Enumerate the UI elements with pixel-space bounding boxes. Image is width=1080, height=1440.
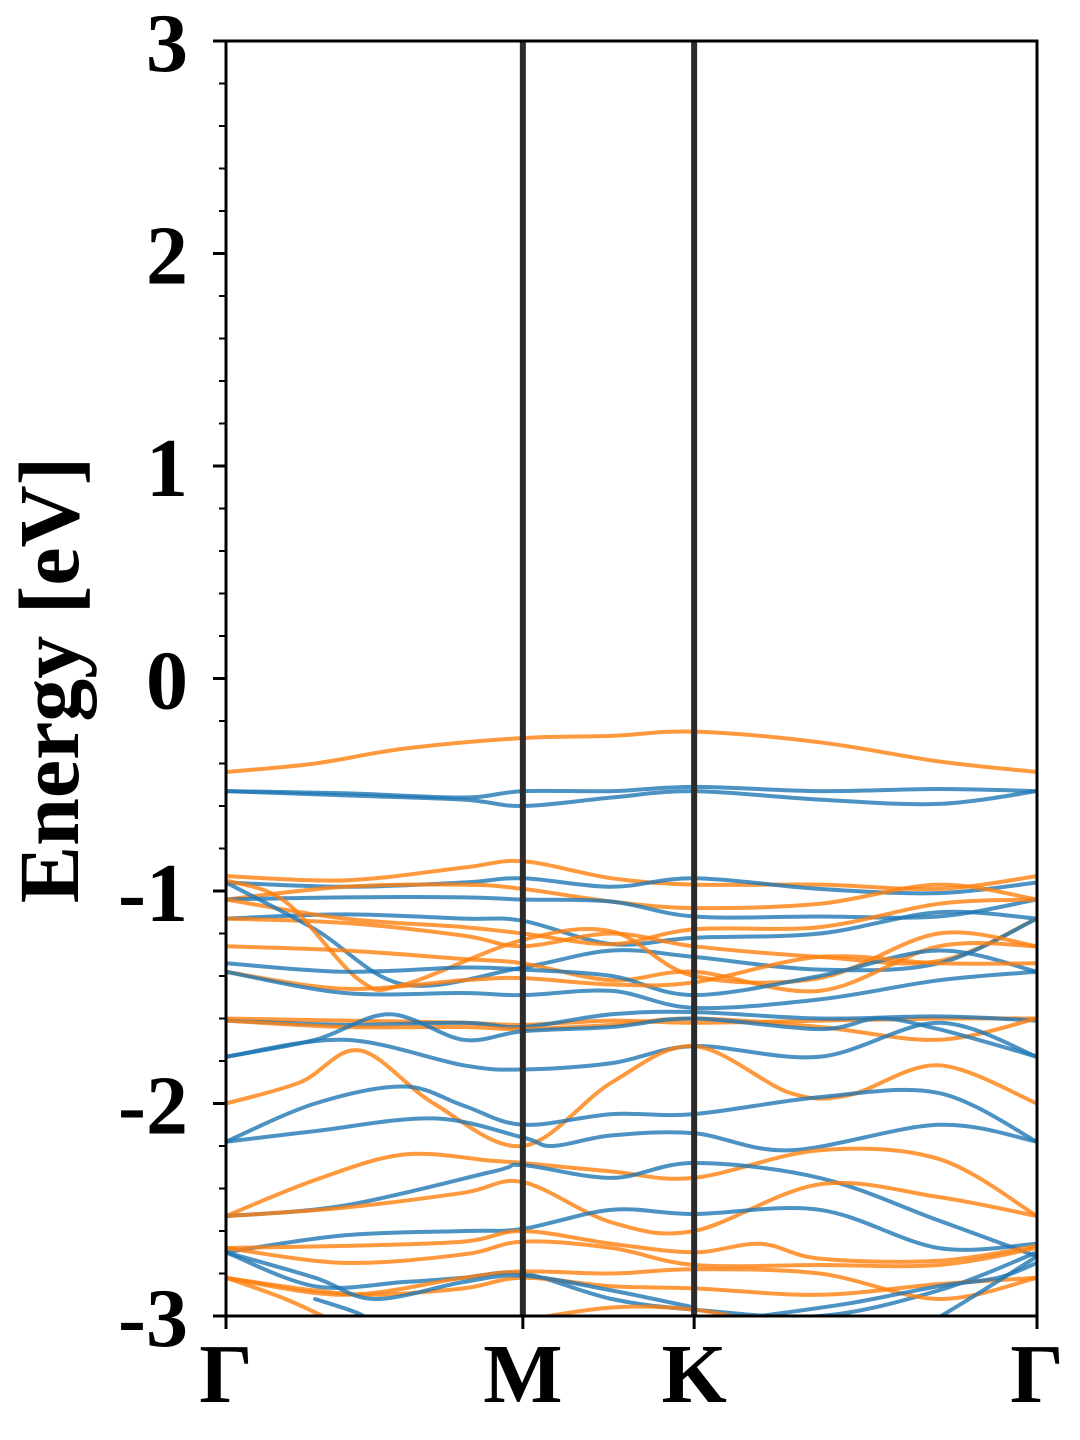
y-tick-label: 1	[146, 422, 188, 515]
band-line-orange-26	[226, 1178, 1037, 1236]
band-line-blue-17	[226, 1009, 1037, 1030]
x-tick-label: Γ	[199, 1328, 252, 1421]
band-line-orange-28	[226, 1228, 1037, 1264]
band-line-blue-15	[226, 969, 1037, 1011]
band-line-blue-38	[758, 1260, 1037, 1316]
band-line-blue-1	[226, 784, 1037, 800]
band-line-blue-2	[226, 789, 1037, 809]
y-tick-label: 0	[146, 635, 188, 728]
band-line-blue-33	[226, 1250, 697, 1310]
x-tick-label: K	[661, 1328, 726, 1421]
band-line-blue-13	[226, 948, 1037, 998]
band-lines	[226, 729, 1037, 1316]
band-line-orange-24	[226, 1146, 1037, 1219]
band-line-orange-12	[226, 940, 1037, 994]
band-line-blue-19	[226, 1012, 1037, 1059]
band-line-orange-29	[226, 1239, 1037, 1269]
band-line-blue-20	[226, 1020, 1037, 1072]
y-axis-label: Energy [eV]	[1, 457, 97, 904]
band-line-blue-25	[226, 1161, 1037, 1259]
y-tick-label: -2	[118, 1060, 188, 1153]
band-line-blue-22	[226, 1084, 1037, 1144]
x-tick-label: M	[483, 1328, 562, 1421]
y-axis-ticks: -3 -2 -1 0 1 2 3	[118, 0, 226, 1365]
band-line-blue-36	[313, 1297, 368, 1316]
band-line-blue-10	[226, 880, 1037, 988]
band-line-orange-14	[226, 954, 1037, 991]
band-line-orange-21	[226, 1044, 1037, 1149]
band-line-orange-0	[226, 729, 1037, 774]
band-line-blue-27	[226, 1206, 1037, 1255]
band-line-orange-31	[226, 1267, 1037, 1302]
band-line-orange-11	[226, 878, 1037, 993]
band-line-orange-34	[226, 1275, 328, 1316]
y-tick-label: 3	[146, 0, 188, 90]
band-line-blue-37	[937, 1254, 1037, 1316]
band-line-blue-23	[226, 1116, 1037, 1153]
y-tick-label: -1	[118, 847, 188, 940]
x-tick-label: Γ	[1010, 1328, 1063, 1421]
high-symmetry-lines	[519, 41, 698, 1316]
y-tick-label: -3	[118, 1272, 188, 1365]
band-line-orange-8	[226, 897, 1037, 947]
band-line-blue-30	[226, 1250, 1037, 1316]
y-tick-label: 2	[146, 210, 188, 303]
